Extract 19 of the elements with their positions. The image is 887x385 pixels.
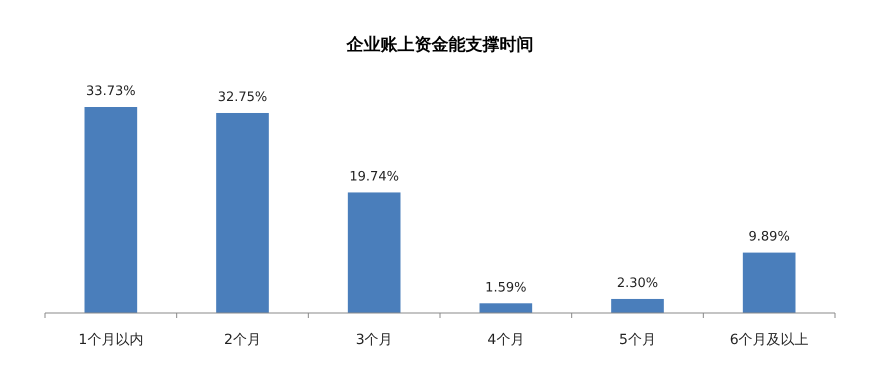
data-label: 9.89% <box>748 230 790 245</box>
x-tick-label: 5个月 <box>619 332 656 348</box>
bar <box>84 107 138 313</box>
data-label: 1.59% <box>485 280 526 296</box>
x-tick-label: 4个月 <box>487 332 524 348</box>
data-label: 19.74% <box>349 169 399 184</box>
x-tick-label: 6个月及以上 <box>730 332 809 348</box>
bar <box>611 298 664 313</box>
bar <box>480 303 532 313</box>
bar <box>216 112 269 313</box>
x-tick-label: 2个月 <box>224 332 261 348</box>
data-label: 32.75% <box>218 90 268 105</box>
bar <box>348 192 400 313</box>
bar <box>742 252 796 313</box>
data-label: 2.30% <box>616 276 658 291</box>
chart-title: 企业账上资金能支撑时间 <box>346 35 534 55</box>
data-label: 33.73% <box>86 84 136 99</box>
x-tick-label: 1个月以内 <box>78 332 144 348</box>
x-tick-label: 3个月 <box>356 332 393 348</box>
